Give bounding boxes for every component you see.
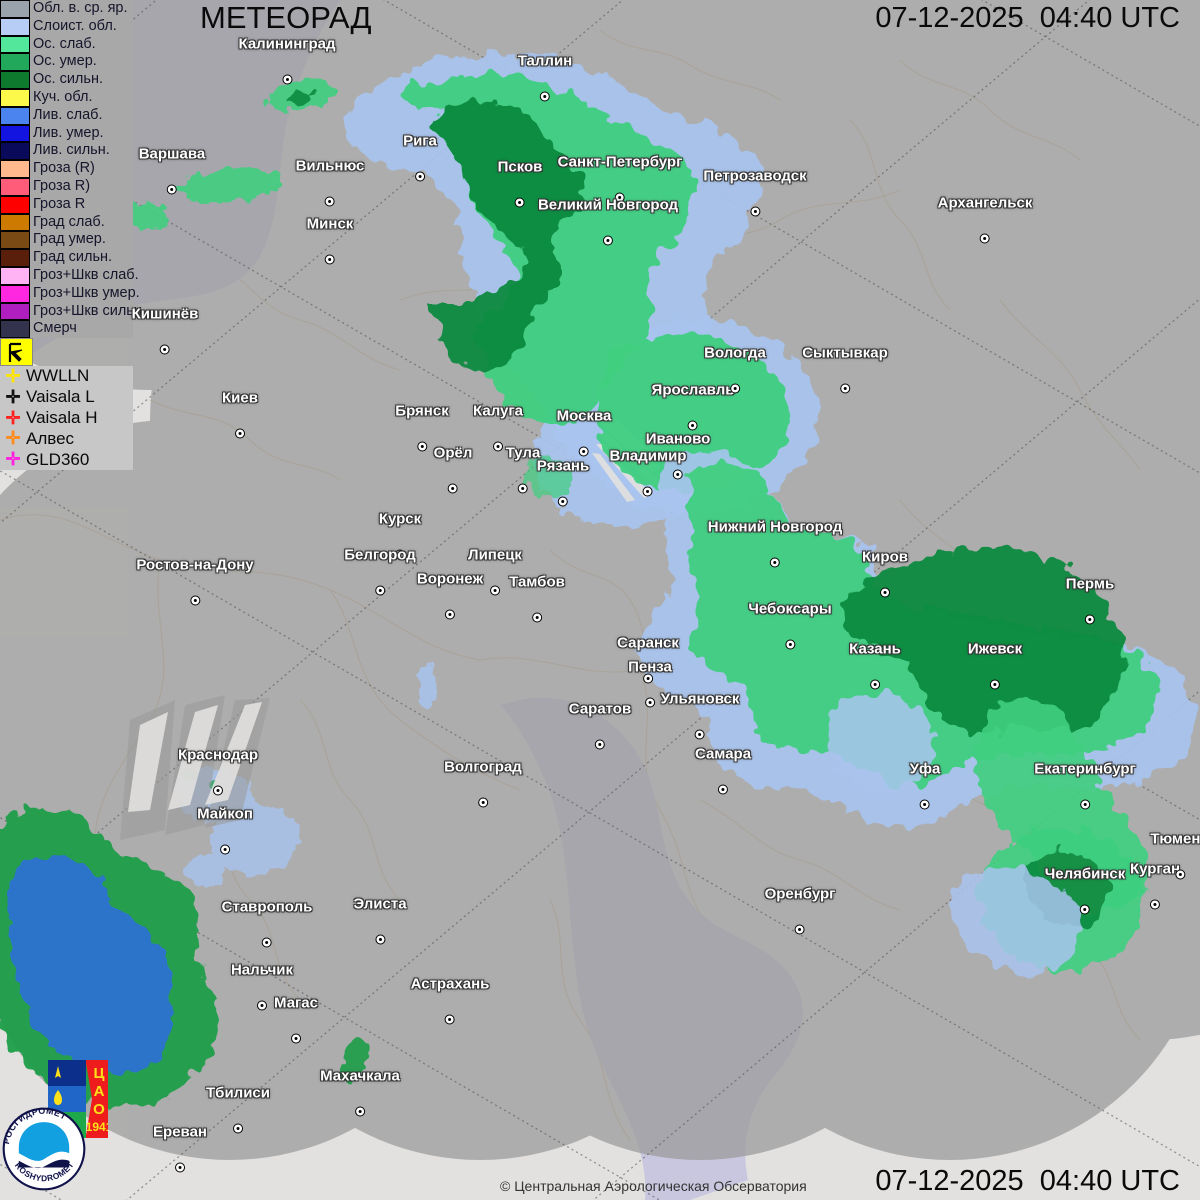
svg-text:А: А [94, 1083, 105, 1100]
svg-text:О: О [93, 1101, 105, 1118]
svg-text:Ц: Ц [94, 1065, 105, 1082]
svg-text:1941: 1941 [86, 1120, 108, 1134]
